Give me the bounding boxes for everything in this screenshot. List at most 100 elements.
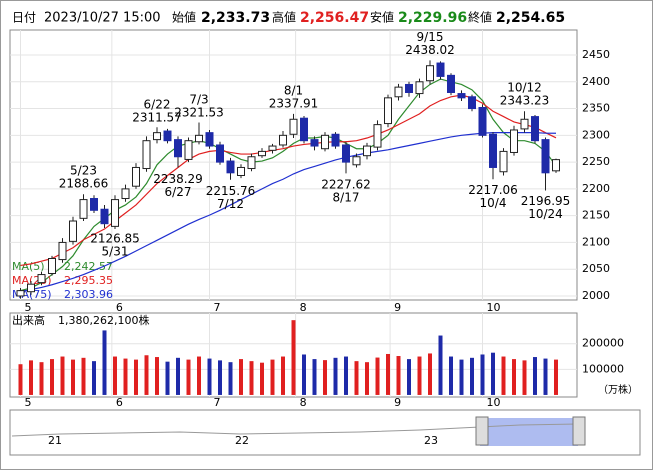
x-tick-label: 8	[300, 396, 307, 409]
volume-bar	[491, 352, 495, 395]
volume-bar	[92, 361, 96, 395]
volume-bar	[165, 361, 170, 395]
close-label: 終値	[468, 10, 492, 25]
y-tick-label: 2250	[582, 155, 610, 168]
candle-body	[415, 81, 424, 95]
candle-body	[237, 166, 245, 176]
volume-bar	[71, 359, 75, 395]
volume-bar	[333, 357, 338, 395]
y-tick-label: 2400	[582, 75, 610, 88]
candle-body	[279, 134, 287, 146]
volume-bar	[554, 359, 558, 395]
volume-bar	[291, 320, 296, 395]
candle-body	[436, 62, 445, 77]
volume-bar	[449, 356, 453, 395]
candle-body	[174, 139, 182, 158]
header: 日付 2023/10/27 15:00 始値 2,233.73 高値 2,256…	[12, 10, 565, 27]
x-tick-label: 5	[25, 301, 32, 314]
legend-value: 2,303.96	[64, 288, 113, 301]
annotation-date: 6/22	[144, 98, 171, 112]
navigator-label: 21	[48, 434, 62, 447]
volume-bar	[29, 360, 33, 395]
volume-bar	[396, 356, 401, 395]
annotation-value: 2188.66	[59, 176, 109, 190]
y-tick-label: 2450	[582, 48, 610, 61]
navigator-label: 23	[424, 434, 438, 447]
navigator-handle[interactable]	[475, 416, 489, 446]
candle-body	[132, 166, 140, 187]
volume-bar	[312, 359, 317, 395]
candle-body	[289, 118, 298, 135]
candle-body	[111, 199, 119, 227]
price-panel	[9, 29, 578, 301]
candle-body	[142, 140, 151, 170]
candle-body	[531, 116, 539, 142]
candle-body	[121, 188, 130, 200]
annotation-date: 9/15	[417, 30, 444, 44]
volume-bar	[260, 362, 264, 395]
candle-body	[310, 139, 319, 147]
x-tick-label: 9	[394, 396, 401, 409]
navigator-label: 22	[235, 434, 249, 447]
volume-bar	[18, 364, 23, 395]
x-tick-label: 6	[116, 396, 123, 409]
volume-bar	[197, 356, 201, 395]
candle-body	[163, 130, 172, 142]
high: 2,256.47	[300, 10, 369, 26]
volume-unit: （万株）	[598, 383, 638, 396]
annotation-value: 2343.23	[500, 94, 550, 108]
annotation-date: 7/12	[217, 197, 244, 211]
navigator-handle[interactable]	[572, 416, 586, 446]
candle-body	[153, 132, 161, 141]
volume-bar	[228, 362, 233, 395]
candle-body	[342, 144, 350, 163]
annotation-date: 7/3	[189, 92, 208, 106]
annotation-value: 2215.76	[206, 184, 256, 198]
volume-bar	[134, 359, 138, 395]
volume-bar	[60, 356, 65, 395]
candle-body	[79, 199, 88, 219]
candle-body	[27, 283, 35, 293]
volume-bar	[249, 361, 254, 395]
volume-bar	[428, 353, 432, 395]
candle-body	[205, 132, 214, 147]
candle-body	[184, 140, 193, 160]
candle-body	[352, 156, 361, 166]
volume-bar	[270, 359, 275, 395]
annotation-value: 2238.29	[153, 172, 203, 186]
candle-body	[216, 144, 224, 163]
low: 2,229.96	[398, 10, 467, 26]
candle-body	[300, 117, 308, 142]
x-tick-label: 5	[25, 396, 32, 409]
x-tick-label: 9	[394, 301, 401, 314]
candle-body	[394, 86, 403, 98]
volume-bar	[39, 362, 44, 395]
annotation-value: 2438.02	[405, 43, 455, 57]
annotation-date: 8/1	[284, 84, 303, 98]
volume-bar	[281, 356, 285, 395]
volume-bar	[512, 359, 516, 395]
volume-bar	[176, 357, 180, 395]
y-tick-label: 2200	[582, 182, 610, 195]
volume-bar	[50, 359, 54, 395]
y-tick-label: 2050	[582, 262, 610, 275]
y-tick-label: 2300	[582, 128, 610, 141]
volume-bar	[459, 359, 464, 395]
candle-body	[405, 83, 413, 93]
volume-bar	[522, 360, 527, 395]
annotation-value: 2227.62	[321, 178, 371, 192]
close: 2,254.65	[496, 10, 565, 26]
y-tick-label: 100000	[582, 362, 624, 375]
x-tick-label: 6	[116, 301, 123, 314]
volume-bar	[543, 358, 548, 395]
candle-body	[373, 124, 382, 148]
candle-body	[447, 74, 455, 93]
annotation-value: 2311.57	[132, 111, 182, 125]
x-tick-label: 10	[487, 301, 501, 314]
volume-bar	[302, 354, 306, 395]
volume-bar	[533, 357, 537, 395]
annotation-date: 10/12	[507, 81, 542, 95]
y-tick-label: 2150	[582, 209, 610, 222]
navigator-line	[11, 423, 579, 437]
candle-body	[58, 241, 67, 261]
